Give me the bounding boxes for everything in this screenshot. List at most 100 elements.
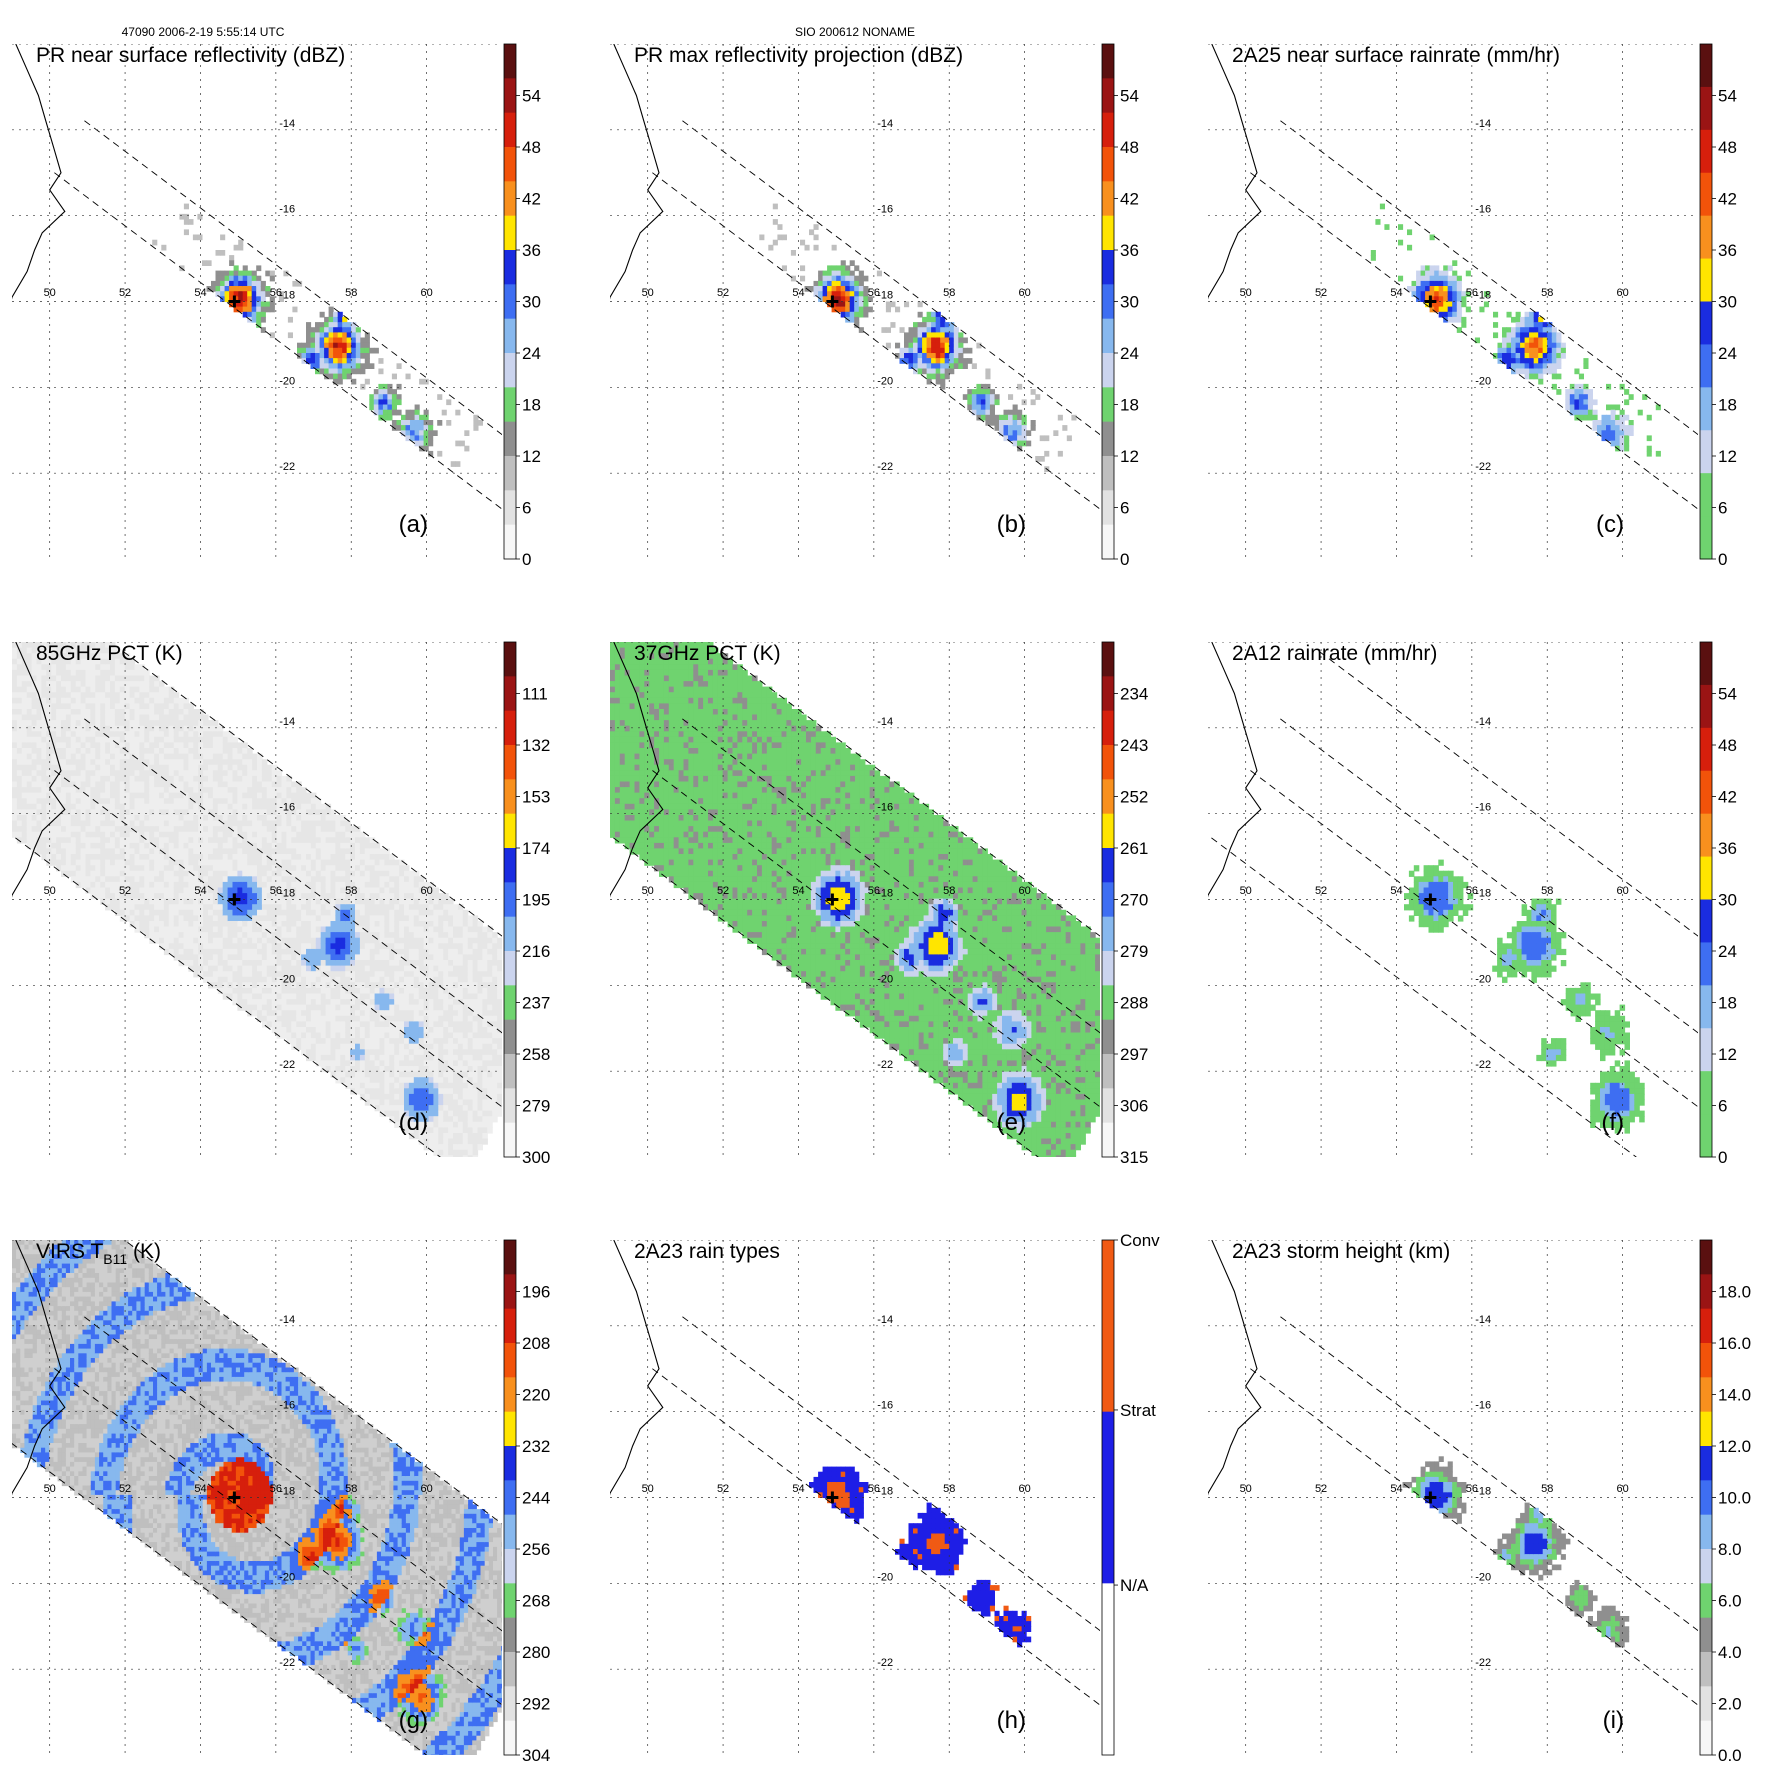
- colorbar-tick-label: 297: [1120, 1045, 1148, 1064]
- lon-tick-label: 54: [1390, 287, 1402, 299]
- colorbar-segment: [1700, 1720, 1712, 1756]
- colorbar-segment: [1700, 1617, 1712, 1653]
- colorbar-segment: [1102, 456, 1114, 491]
- lon-tick-label: 52: [1315, 1483, 1327, 1495]
- lat-tick-label: -14: [279, 716, 295, 728]
- pr-swath-edge-line: [1250, 770, 1698, 1108]
- colorbar-segment: [1700, 1652, 1712, 1687]
- lat-tick-label: -16: [1475, 802, 1491, 814]
- lon-tick-label: 56: [1466, 885, 1478, 897]
- swath-edge-line: [1250, 1368, 1698, 1706]
- colorbar-segment: [504, 1652, 516, 1687]
- colorbar-tick-label: 54: [1120, 87, 1139, 106]
- panel-title: 85GHz PCT (K): [36, 642, 183, 665]
- lat-tick-label: -16: [877, 802, 893, 814]
- colorbar-segment: [1102, 181, 1114, 217]
- data-field: [1404, 859, 1645, 1134]
- lat-tick-label: -16: [1475, 1400, 1491, 1412]
- lat-tick-label: -22: [1475, 1059, 1491, 1071]
- colorbar-segment: [1102, 985, 1114, 1021]
- colorbar-segment: [1700, 387, 1712, 431]
- colorbar-segment: [504, 215, 516, 251]
- colorbar-segment: [1700, 727, 1712, 772]
- swath-edge-line: [1280, 1316, 1698, 1632]
- swath-edge-line: [15, 837, 441, 1157]
- colorbar-segment: [1700, 430, 1712, 474]
- colorbar-segment: [504, 1019, 516, 1055]
- colorbar-tick-label: 48: [1718, 138, 1737, 157]
- colorbar-segment: [1700, 1274, 1712, 1310]
- lat-tick-label: -22: [877, 1657, 893, 1669]
- lat-tick-label: -12: [1475, 630, 1491, 642]
- grid-labels: 50 52 54 56 58 60-12-14-16-18-20-22: [1240, 630, 1629, 1071]
- colorbar-segment: [504, 1514, 516, 1550]
- colorbar-segment: [1102, 1019, 1114, 1055]
- lat-tick-label: -22: [279, 1059, 295, 1071]
- colorbar-tick-label: 12: [1718, 1045, 1737, 1064]
- colorbar-segment: [1700, 301, 1712, 345]
- lat-tick-label: -22: [279, 461, 295, 473]
- colorbar-segment: [504, 250, 516, 285]
- colorbar-tick-label: 36: [522, 241, 541, 260]
- lat-tick-label: -14: [877, 118, 893, 130]
- lon-tick-label: 54: [792, 885, 804, 897]
- colorbar-segment: [1102, 916, 1114, 952]
- colorbar-segment: [504, 882, 516, 918]
- colorbar-tick-label: 42: [1718, 788, 1737, 807]
- lat-tick-label: -16: [877, 204, 893, 216]
- colorbar: 234 243 252 261 270 279 288 297 306 315: [1101, 641, 1148, 1167]
- colorbar-tick-label: 6: [1120, 499, 1129, 518]
- lon-tick-label: 52: [1315, 885, 1327, 897]
- grid-labels: 50 52 54 56 58 60-12-14-16-18-20-22: [44, 1314, 433, 1669]
- colorbar-segment: [1700, 516, 1712, 560]
- colorbar-segment: [1102, 284, 1114, 320]
- colorbar-segment: [504, 181, 516, 217]
- colorbar-segment: [1700, 1240, 1712, 1275]
- storm-center-marker: [228, 295, 241, 308]
- storm-id-label: SIO 200612 NONAME: [795, 25, 915, 39]
- lat-lon-grid: [12, 1240, 502, 1755]
- swath-edge-line: [721, 651, 1100, 937]
- lat-lon-grid: [610, 642, 1100, 1157]
- colorbar-segment: [1700, 1377, 1712, 1413]
- lon-tick-label: 60: [1018, 1483, 1030, 1495]
- colorbar-segment: [504, 421, 516, 457]
- panel-title: 2A12 rainrate (mm/hr): [1232, 642, 1437, 665]
- grid-labels: 50 52 54 56 58 60-12-14-16-18-20-22: [44, 118, 433, 473]
- lon-tick-label: 60: [1018, 885, 1030, 897]
- colorbar-tick-label: Strat: [1120, 1401, 1156, 1420]
- colorbar-tick-label: 18: [1718, 994, 1737, 1013]
- colorbar-tick-label: 111: [522, 685, 548, 704]
- colorbar-tick-label: 54: [1718, 685, 1737, 704]
- colorbar-segment: [1102, 1240, 1114, 1413]
- lon-tick-label: 52: [119, 1483, 131, 1495]
- colorbar-tick-label: 153: [522, 788, 550, 807]
- lat-tick-label: -22: [877, 1059, 893, 1071]
- panel-d: 50 52 54 56 58 60 -12 -14 -16 -18 -20 -22 85GHz PCT …: [12, 641, 550, 1167]
- colorbar-segment: [1102, 1122, 1114, 1158]
- lon-tick-label: 52: [717, 1483, 729, 1495]
- colorbar-segment: [1102, 1583, 1114, 1756]
- storm-center-marker: [826, 893, 839, 906]
- swath-edge-line: [12, 1442, 428, 1755]
- lon-tick-label: 56: [1466, 1483, 1478, 1495]
- colorbar-segment: [1700, 1583, 1712, 1619]
- lat-tick-label: -18: [279, 290, 295, 302]
- lon-tick-label: 60: [1616, 885, 1628, 897]
- colorbar-tick-label: 216: [522, 942, 550, 961]
- lon-tick-label: 54: [792, 1483, 804, 1495]
- lat-tick-label: -20: [877, 1571, 893, 1583]
- colorbar-tick-label: 244: [522, 1489, 550, 1508]
- lon-tick-label: 52: [717, 287, 729, 299]
- swath-edge-line: [1211, 837, 1637, 1157]
- colorbar-segment: [504, 112, 516, 148]
- colorbar-tick-label: 292: [522, 1695, 550, 1714]
- swath-edge-line: [84, 120, 502, 436]
- coastline: [12, 642, 66, 898]
- lat-tick-label: -14: [877, 716, 893, 728]
- colorbar-segment: [1700, 684, 1712, 729]
- colorbar-segment: [504, 1686, 516, 1722]
- colorbar-segment: [1102, 353, 1114, 388]
